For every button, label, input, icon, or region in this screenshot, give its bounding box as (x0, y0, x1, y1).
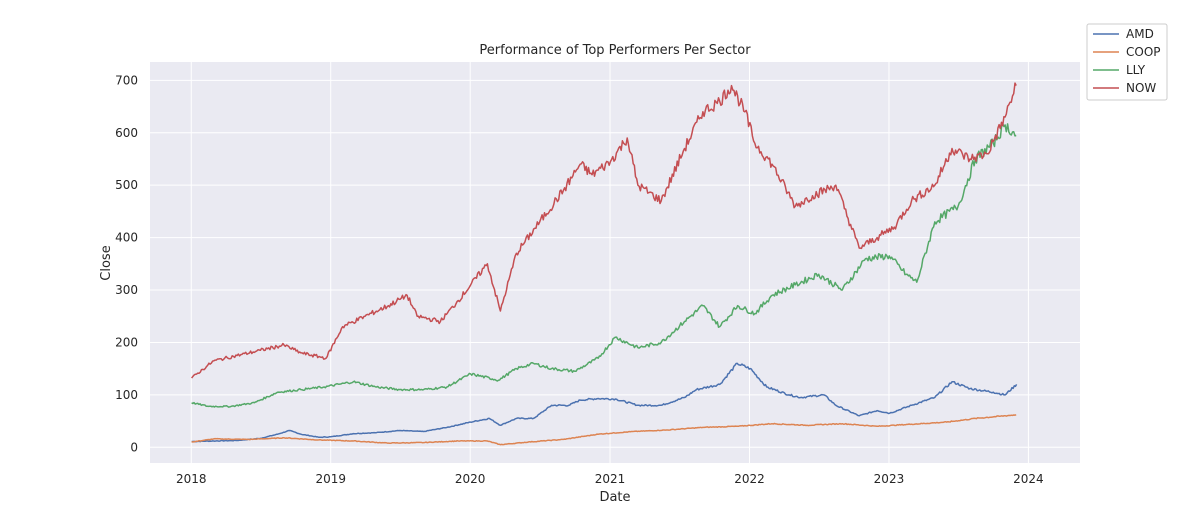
y-tick-label: 400 (115, 231, 138, 245)
legend-box (1086, 23, 1168, 101)
x-tick-label: 2022 (734, 472, 765, 486)
series-line-amd (191, 362, 1018, 443)
x-tick-label: 2024 (1013, 472, 1044, 486)
y-tick-label: 0 (130, 440, 138, 454)
legend: AMD COOP LLY NOW (1086, 23, 1168, 101)
series-line-coop (191, 414, 1017, 446)
x-tick-label: 2021 (595, 472, 626, 486)
grid-lines-y (150, 79, 1080, 448)
y-tick-label: 100 (115, 388, 138, 402)
y-tick-label: 500 (115, 178, 138, 192)
legend-label-lly: LLY (1126, 63, 1146, 77)
y-axis-label: Close (99, 245, 114, 280)
chart-title: Performance of Top Performers Per Sector (479, 43, 751, 58)
y-tick-label: 600 (115, 126, 138, 140)
legend-label-now: NOW (1126, 81, 1156, 95)
legend-label-amd: AMD (1126, 27, 1154, 41)
y-tick-label: 700 (115, 73, 138, 87)
x-tick-labels: 2018 2019 2020 2021 2022 2023 2024 (176, 472, 1044, 486)
y-tick-labels: 0 100 200 300 400 500 600 700 (115, 73, 138, 454)
series-line-now (191, 82, 1017, 379)
series-line-lly (191, 122, 1017, 408)
plot-background (150, 62, 1080, 463)
x-tick-label: 2020 (455, 472, 486, 486)
x-tick-label: 2019 (315, 472, 346, 486)
y-tick-label: 300 (115, 283, 138, 297)
series-layer (191, 82, 1018, 446)
legend-label-coop: COOP (1126, 45, 1161, 59)
x-tick-label: 2023 (874, 472, 905, 486)
x-tick-label: 2018 (176, 472, 207, 486)
x-axis-label: Date (599, 490, 630, 505)
y-tick-label: 200 (115, 335, 138, 349)
grid-lines-x (190, 62, 1029, 463)
